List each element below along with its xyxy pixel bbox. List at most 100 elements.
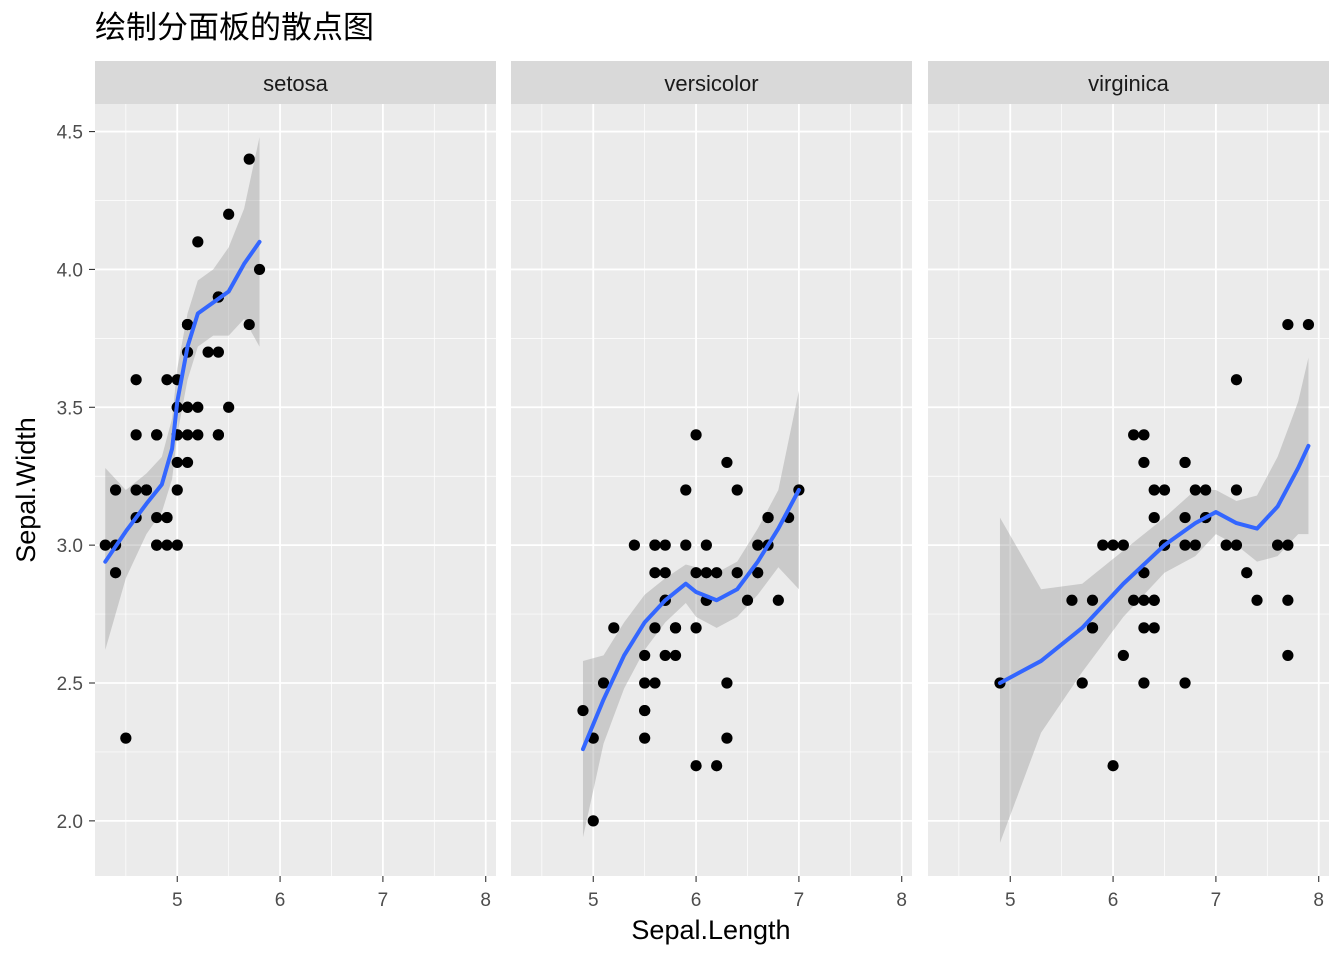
x-tick-label: 8 [1313, 890, 1324, 911]
x-tick-label: 5 [172, 890, 183, 911]
facet-label: versicolor [664, 71, 758, 96]
data-point [700, 539, 712, 551]
data-point [1138, 677, 1150, 689]
data-point [1138, 567, 1150, 579]
data-point [140, 484, 153, 496]
data-point [680, 539, 692, 551]
data-point [151, 511, 163, 524]
data-point [1138, 429, 1150, 441]
data-point [669, 649, 682, 662]
data-point [690, 760, 702, 772]
data-point [223, 401, 235, 413]
data-point [1271, 539, 1284, 551]
x-tick-label: 7 [378, 890, 389, 911]
data-point [608, 622, 620, 634]
data-point [1076, 677, 1088, 689]
data-point [1117, 539, 1129, 551]
data-point [1282, 649, 1294, 662]
smooth-line [997, 443, 1311, 685]
x-tick-label: 7 [794, 890, 805, 911]
data-point [639, 677, 651, 689]
data-point [1179, 456, 1191, 469]
data-point [1086, 594, 1099, 606]
data-point [700, 567, 712, 579]
data-point [109, 484, 122, 496]
data-point [1148, 511, 1160, 524]
data-point [192, 429, 204, 441]
data-point [1148, 484, 1160, 496]
data-point [731, 484, 743, 496]
y-tick-label: 3.0 [57, 536, 83, 557]
data-point [1128, 429, 1140, 441]
facet-strip [95, 61, 496, 104]
data-point [192, 401, 204, 413]
data-point [223, 208, 235, 220]
data-point [669, 622, 682, 634]
facet-label: virginica [1088, 71, 1169, 96]
data-point [171, 484, 183, 496]
data-point [1128, 594, 1140, 606]
data-point [1107, 539, 1119, 551]
data-point [1230, 539, 1243, 551]
data-point [1179, 539, 1191, 551]
data-point [1086, 622, 1099, 634]
data-point [161, 511, 173, 524]
data-point [243, 318, 255, 331]
y-tick-label: 2.0 [57, 812, 83, 833]
data-point [659, 539, 671, 551]
data-point [171, 539, 183, 551]
data-point [1282, 318, 1294, 331]
data-point [587, 815, 599, 827]
data-point [202, 346, 214, 358]
data-point [1138, 594, 1150, 606]
data-point [1302, 318, 1315, 331]
data-point [628, 539, 640, 551]
y-axis-title: Sepal.Width [11, 417, 41, 563]
data-point [1200, 484, 1212, 496]
data-point [212, 429, 224, 441]
data-point [130, 484, 142, 496]
data-point [130, 374, 142, 386]
data-point [212, 346, 224, 358]
data-point [721, 732, 733, 744]
data-point [721, 456, 733, 469]
data-point [752, 567, 764, 579]
data-point [680, 484, 692, 496]
data-point [1220, 539, 1232, 551]
data-point [1138, 622, 1150, 634]
y-tick-label: 3.5 [57, 398, 83, 419]
data-point [1189, 484, 1201, 496]
data-point [649, 539, 661, 551]
data-point [1148, 622, 1160, 634]
smooth-line [103, 239, 262, 564]
x-tick-label: 8 [896, 890, 907, 911]
data-point [649, 622, 661, 634]
data-point [772, 594, 784, 606]
data-point [161, 374, 173, 386]
data-point [762, 511, 774, 524]
data-point [1179, 677, 1191, 689]
data-point [721, 677, 733, 689]
data-point [1282, 539, 1294, 551]
x-tick-label: 8 [480, 890, 491, 911]
data-point [1158, 484, 1171, 496]
facet-strip [511, 61, 912, 104]
x-tick-label: 7 [1211, 890, 1222, 911]
data-point [659, 567, 671, 579]
data-point [690, 567, 702, 579]
data-point [99, 539, 111, 551]
data-point [1107, 760, 1119, 772]
data-point [1097, 539, 1109, 551]
data-point [577, 704, 589, 717]
data-point [243, 153, 255, 165]
y-tick-label: 4.5 [57, 123, 83, 144]
confidence-ribbon [105, 137, 260, 650]
data-point [1179, 511, 1191, 524]
data-point [109, 567, 122, 579]
panel-background [511, 104, 912, 876]
data-point [120, 732, 132, 744]
x-tick-label: 6 [1108, 890, 1119, 911]
facet-label: setosa [263, 71, 329, 96]
x-tick-label: 5 [1005, 890, 1016, 911]
